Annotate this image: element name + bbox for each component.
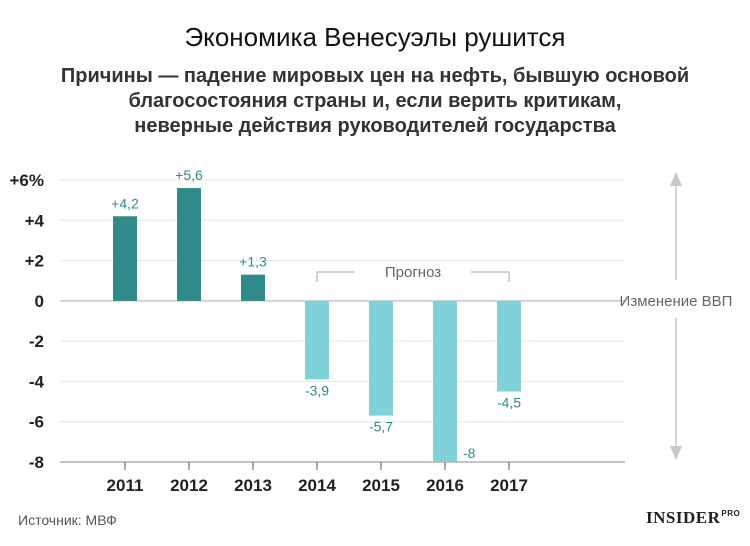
y-tick-label: +6% — [10, 171, 45, 190]
forecast-bracket: Прогноз — [316, 264, 510, 282]
chart-title: Экономика Венесуэлы рушится — [184, 22, 566, 52]
logo-super: PRO — [721, 509, 741, 519]
y-tick-label: -2 — [29, 332, 44, 351]
bar — [241, 274, 265, 301]
x-tick-label: 2015 — [362, 476, 400, 495]
axis-annotation-label: Изменение ВВП — [620, 293, 733, 310]
x-tick-label: 2016 — [426, 476, 464, 495]
bar — [497, 300, 521, 392]
grid-lines — [60, 179, 625, 463]
y-tick-label: -6 — [29, 413, 44, 432]
forecast-label: Прогноз — [385, 264, 441, 281]
down-arrow-icon — [670, 446, 682, 460]
value-label: -5,7 — [369, 419, 393, 435]
bar — [305, 300, 329, 380]
y-tick-label: -4 — [29, 372, 45, 391]
forecast-bracket-left — [316, 271, 355, 282]
value-label: -4,5 — [497, 395, 521, 411]
forecast-bracket-right — [471, 271, 510, 282]
y-axis-ticks: +6% +4 +2 0 -2 -4 -6 -8 — [10, 171, 45, 472]
y-tick-label: +2 — [25, 252, 44, 271]
up-arrow-icon — [670, 172, 682, 186]
bar — [113, 216, 137, 301]
bar — [177, 188, 201, 301]
subtitle-line-2: благосостояния страны и, если верить кри… — [128, 90, 622, 112]
bar — [433, 300, 457, 462]
value-label: +5,6 — [175, 167, 203, 183]
value-label: -3,9 — [305, 382, 329, 398]
subtitle-line-3: неверные действия руководителей государс… — [134, 115, 616, 137]
x-tick-label: 2011 — [107, 476, 144, 495]
value-label: -8 — [463, 445, 476, 461]
y-tick-label: 0 — [35, 292, 44, 311]
x-tick-label: 2012 — [170, 476, 208, 495]
value-label: +4,2 — [111, 195, 139, 211]
y-tick-label: +4 — [25, 211, 45, 230]
x-tick-label: 2014 — [298, 476, 336, 495]
value-labels: +4,2 +5,6 +1,3 -3,9 -5,7 -8 -4,5 — [111, 167, 521, 461]
logo-text: INSIDER — [646, 508, 721, 527]
axis-annotation: Изменение ВВП — [620, 172, 733, 460]
x-tick-label: 2013 — [234, 476, 272, 495]
source-note: Источник: МВФ — [18, 512, 117, 528]
subtitle-line-1: Причины — падение мировых цен на нефть, … — [60, 65, 690, 87]
bar — [369, 300, 393, 416]
x-tick-label: 2017 — [490, 476, 528, 495]
bars — [113, 188, 521, 462]
x-axis-ticks: 2011 2012 2013 2014 2015 2016 2017 — [107, 462, 528, 495]
chart-subtitle: Причины — падение мировых цен на нефть, … — [0, 64, 750, 139]
insider-pro-logo: INSIDERPRO — [646, 508, 740, 528]
value-label: +1,3 — [239, 254, 267, 270]
y-tick-label: -8 — [29, 453, 44, 472]
